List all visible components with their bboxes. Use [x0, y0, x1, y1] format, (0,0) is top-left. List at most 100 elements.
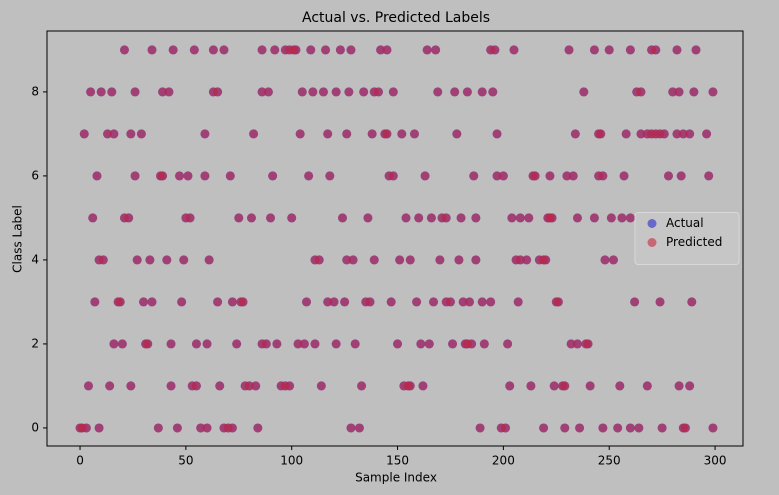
- point: [388, 87, 398, 97]
- y-tick-label: 4: [31, 252, 39, 266]
- point: [572, 339, 582, 349]
- point: [382, 45, 392, 55]
- point: [172, 423, 182, 433]
- point: [287, 213, 297, 223]
- point: [342, 129, 352, 139]
- point: [630, 297, 640, 307]
- point: [331, 87, 341, 97]
- point: [492, 171, 502, 181]
- point: [689, 87, 699, 97]
- point: [166, 339, 176, 349]
- point: [130, 171, 140, 181]
- point: [350, 339, 360, 349]
- point: [405, 381, 415, 391]
- point: [416, 339, 426, 349]
- point: [246, 213, 256, 223]
- point: [674, 381, 684, 391]
- point: [708, 87, 718, 97]
- point: [136, 129, 146, 139]
- point: [132, 255, 142, 265]
- point: [600, 255, 610, 265]
- point: [257, 45, 267, 55]
- point: [88, 213, 98, 223]
- point: [266, 213, 276, 223]
- point: [346, 423, 356, 433]
- point: [357, 381, 367, 391]
- point: [448, 339, 458, 349]
- point: [316, 381, 326, 391]
- point: [625, 45, 635, 55]
- point: [526, 381, 536, 391]
- point: [651, 45, 661, 55]
- point: [393, 339, 403, 349]
- point: [431, 45, 441, 55]
- point: [297, 87, 307, 97]
- legend-marker: [647, 219, 657, 228]
- point: [625, 213, 635, 223]
- point: [204, 255, 214, 265]
- point: [672, 45, 682, 55]
- point: [456, 213, 466, 223]
- point: [263, 87, 273, 97]
- point: [346, 45, 356, 55]
- point: [672, 129, 682, 139]
- point: [189, 45, 199, 55]
- point: [678, 129, 688, 139]
- point: [117, 339, 127, 349]
- point: [83, 381, 93, 391]
- point: [126, 129, 136, 139]
- legend-label: Predicted: [666, 235, 722, 249]
- point: [515, 255, 525, 265]
- point: [183, 171, 193, 181]
- point: [79, 129, 89, 139]
- point: [625, 423, 635, 433]
- point: [168, 45, 178, 55]
- point: [414, 213, 424, 223]
- point: [147, 45, 157, 55]
- point: [321, 45, 331, 55]
- point: [445, 297, 455, 307]
- point: [541, 255, 551, 265]
- legend-box: [634, 212, 740, 265]
- point: [608, 255, 618, 265]
- point: [515, 213, 525, 223]
- point: [621, 129, 631, 139]
- point: [589, 213, 599, 223]
- point: [164, 87, 174, 97]
- point: [96, 87, 106, 97]
- point: [420, 171, 430, 181]
- point: [139, 297, 149, 307]
- point: [340, 297, 350, 307]
- point: [507, 213, 517, 223]
- point: [691, 45, 701, 55]
- point: [215, 381, 225, 391]
- point: [227, 423, 237, 433]
- point: [323, 297, 333, 307]
- point: [429, 297, 439, 307]
- y-tick-label: 0: [31, 420, 39, 434]
- point: [397, 129, 407, 139]
- point: [196, 423, 206, 433]
- point: [105, 381, 115, 391]
- point: [124, 213, 134, 223]
- point: [342, 255, 352, 265]
- point: [589, 45, 599, 55]
- point: [109, 129, 119, 139]
- point: [598, 171, 608, 181]
- point: [191, 381, 201, 391]
- point: [249, 129, 259, 139]
- point: [367, 129, 377, 139]
- point: [175, 171, 185, 181]
- point: [200, 129, 210, 139]
- point: [452, 129, 462, 139]
- y-axis-label: Class Label: [11, 205, 25, 273]
- point: [498, 171, 508, 181]
- point: [304, 171, 314, 181]
- point: [251, 381, 261, 391]
- point: [253, 423, 263, 433]
- point: [477, 297, 487, 307]
- x-tick-label: 250: [598, 454, 621, 468]
- point: [401, 213, 411, 223]
- point: [179, 255, 189, 265]
- x-tick-label: 150: [386, 454, 409, 468]
